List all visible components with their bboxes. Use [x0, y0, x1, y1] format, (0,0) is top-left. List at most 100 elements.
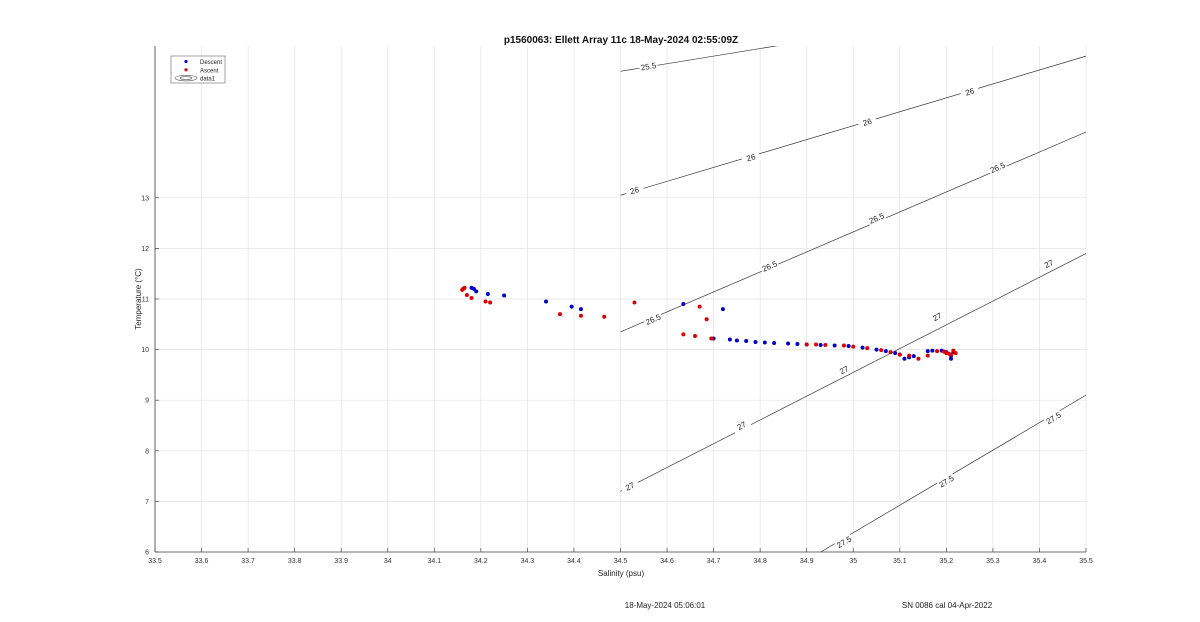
contour-label-bg	[619, 477, 640, 494]
contour-label-bg	[624, 182, 645, 197]
x-tick-label: 34.4	[567, 558, 581, 565]
contour-label: 27	[1038, 255, 1059, 272]
y-tick-label: 13	[141, 195, 149, 202]
contour-label-bg	[642, 311, 663, 327]
contour-label-text: 26	[964, 86, 976, 97]
ascent-point	[602, 314, 607, 319]
descent-point	[720, 307, 725, 312]
descent-point	[753, 340, 758, 345]
x-tick-label: 35.2	[940, 558, 954, 565]
ascent-point	[907, 353, 912, 358]
x-tick-label: 34.2	[474, 558, 488, 565]
footer-serial: SN 0086 cal 04-Apr-2022	[902, 601, 993, 610]
y-axis-label: Temperature (°C)	[134, 268, 143, 330]
x-tick-label: 34.8	[753, 558, 767, 565]
descent-point	[925, 349, 930, 354]
y-tick-label: 7	[145, 499, 149, 506]
ascent-point	[935, 349, 940, 354]
x-tick-label: 34.1	[427, 558, 441, 565]
descent-point	[727, 337, 732, 342]
ascent-point	[488, 300, 493, 305]
ascent-point	[814, 342, 819, 347]
contour-label-bg	[638, 59, 658, 72]
x-tick-label: 33.6	[195, 558, 209, 565]
ascent-point	[888, 350, 893, 355]
x-tick-label: 34.5	[614, 558, 628, 565]
contour-label: 25.5	[638, 59, 658, 72]
contour-line	[620, 46, 778, 72]
descent-point	[474, 289, 479, 294]
x-tick-label: 34	[384, 558, 392, 565]
ascent-point	[697, 304, 702, 309]
x-axis-label: Salinity (psu)	[598, 569, 645, 578]
ascent-point	[925, 353, 930, 358]
descent-point	[902, 356, 907, 361]
descent-point	[795, 342, 800, 347]
contour-label: 27	[731, 416, 752, 434]
descent-point	[772, 341, 777, 346]
ascent-point	[483, 299, 488, 304]
descent-point	[734, 338, 739, 343]
ascent-point	[804, 342, 809, 347]
legend-box	[170, 55, 226, 84]
contour-label: 26	[740, 149, 761, 164]
x-tick-label: 33.9	[334, 558, 348, 565]
contour-label: 27	[619, 477, 640, 494]
ascent-point	[851, 344, 856, 349]
ascent-point	[823, 343, 828, 348]
descent-point	[569, 304, 574, 309]
y-tick-labels: 6 7 8 9 10 11 12 13	[141, 195, 159, 557]
y-tick-label: 6	[145, 550, 149, 557]
ascent-point	[704, 317, 709, 322]
descent-point	[832, 343, 837, 348]
descent-point	[949, 356, 954, 361]
x-tick-label: 33.5	[148, 558, 162, 565]
ascent-point	[916, 356, 921, 361]
contour-label-bg	[959, 84, 980, 98]
legend: Descent Ascent data1	[170, 55, 226, 84]
x-tick-label: 35.3	[986, 558, 1000, 565]
descent-point	[786, 341, 791, 346]
x-tick-label: 33.7	[241, 558, 255, 565]
descent-point	[930, 348, 935, 353]
contour-line	[820, 394, 1086, 552]
contour-label-text: 26	[862, 117, 874, 128]
descent-point	[762, 340, 767, 345]
legend-label: Descent	[200, 60, 222, 66]
descent-point	[911, 354, 916, 359]
contour-label-bg	[1038, 255, 1059, 272]
contour-label-bg	[1043, 409, 1064, 426]
y-tick-label: 11	[142, 297, 149, 304]
ascent-point	[879, 348, 884, 353]
descent-point	[846, 344, 851, 349]
ascent-point	[953, 351, 958, 356]
descent-point	[744, 338, 749, 343]
contour-label-bg	[740, 149, 761, 164]
contour-label-bg	[759, 257, 780, 274]
descent-point	[860, 345, 865, 350]
y-tick-label: 9	[145, 398, 149, 405]
contour-label-text: 26	[629, 185, 641, 196]
ascent-point	[841, 343, 846, 348]
x-tick-label: 34.6	[660, 558, 674, 565]
legend-marker	[184, 59, 188, 64]
ascent-point	[949, 352, 954, 357]
ascent-point	[865, 346, 870, 351]
contour-label-bg	[857, 114, 877, 129]
y-tick-label: 12	[141, 246, 149, 253]
x-tick-label: 34.3	[521, 558, 535, 565]
x-tick-label: 35.1	[893, 558, 907, 565]
descent-point	[485, 291, 490, 296]
descent-point	[544, 299, 549, 304]
x-tick-label: 33.8	[288, 558, 302, 565]
x-tick-label: 35	[849, 558, 857, 565]
ascent-point	[578, 313, 583, 318]
contour-label-bg	[833, 532, 854, 550]
contour-label: 26	[959, 84, 980, 98]
x-tick-label: 34.7	[707, 558, 721, 565]
data-points	[460, 285, 958, 361]
contour-line	[620, 131, 1086, 333]
descent-point	[893, 351, 898, 356]
descent-point	[883, 349, 888, 354]
legend-label: Ascent	[200, 68, 219, 74]
